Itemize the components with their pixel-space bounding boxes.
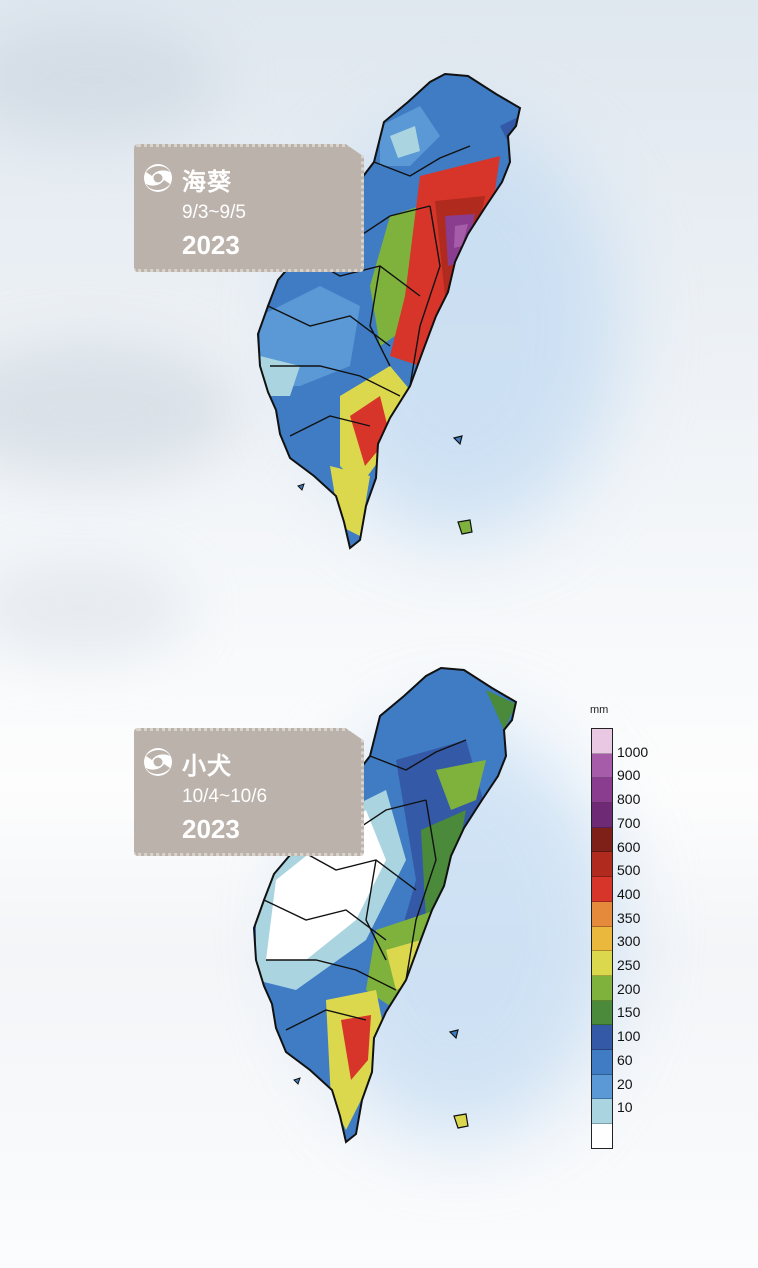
rainfall-map-haikui xyxy=(240,66,540,554)
legend-swatch xyxy=(592,753,612,779)
legend-tick-label: 900 xyxy=(617,767,641,784)
legend-tick-label: 200 xyxy=(617,980,641,997)
legend-tick-label: 150 xyxy=(617,1004,641,1021)
storm-name: 小犬 xyxy=(182,752,232,780)
typhoon-icon xyxy=(144,164,172,192)
legend-swatch xyxy=(592,1049,612,1075)
storm-year: 2023 xyxy=(182,230,240,260)
rainfall-map-haikui-svg xyxy=(256,72,522,550)
legend-tick-label: 250 xyxy=(617,957,641,973)
legend-swatch xyxy=(592,1000,612,1026)
legend-tick-label: 500 xyxy=(617,862,641,879)
legend-swatch xyxy=(592,926,612,952)
rainfall-map-koinu xyxy=(236,660,536,1148)
background-cloud xyxy=(0,20,220,140)
legend-swatch xyxy=(592,877,612,902)
legend-swatch xyxy=(592,778,612,804)
legend-swatch xyxy=(592,901,612,927)
legend-tick-label: 20 xyxy=(617,1075,633,1092)
legend-swatch xyxy=(592,803,612,828)
legend-tick-label: 700 xyxy=(617,814,641,831)
storm-label-koinu: 小犬 10/4~10/6 2023 xyxy=(134,728,364,856)
storm-year: 2023 xyxy=(182,814,240,844)
legend-swatch xyxy=(592,975,612,1001)
typhoon-icon xyxy=(144,748,172,776)
legend-tick-label: 10 xyxy=(617,1099,633,1116)
storm-dates: 9/3~9/5 xyxy=(182,202,246,223)
legend-tick-label: 1000 xyxy=(617,743,649,760)
legend-color-bar xyxy=(591,728,613,1149)
legend-swatch xyxy=(592,729,612,754)
storm-dates: 10/4~10/6 xyxy=(182,786,268,807)
storm-label-haikui: 海葵 9/3~9/5 2023 xyxy=(134,144,364,272)
legend-swatch xyxy=(592,852,612,878)
legend-swatch xyxy=(592,827,612,853)
background-cloud xyxy=(0,560,190,660)
legend-tick-label: 300 xyxy=(617,933,641,950)
legend-swatch xyxy=(592,1124,612,1148)
legend-swatch xyxy=(592,951,612,976)
rainfall-map-koinu-svg xyxy=(252,666,518,1144)
legend-tick-label: 60 xyxy=(617,1051,633,1068)
rainfall-legend: mm 1000 900 800 700 600 500 400 350 300 250 200 150… xyxy=(588,704,668,1149)
legend-tick-label: 600 xyxy=(617,838,641,855)
legend-tick-label: 400 xyxy=(617,885,641,902)
legend-swatch xyxy=(592,1074,612,1100)
background-cloud xyxy=(0,340,240,480)
legend-tick-label: 800 xyxy=(617,791,641,808)
legend-swatch xyxy=(592,1025,612,1050)
legend-tick-label: 100 xyxy=(617,1028,641,1045)
legend-tick-label: 350 xyxy=(617,909,641,926)
storm-name: 海葵 xyxy=(182,168,232,196)
legend-unit: mm xyxy=(590,704,609,716)
legend-swatch xyxy=(592,1099,612,1124)
